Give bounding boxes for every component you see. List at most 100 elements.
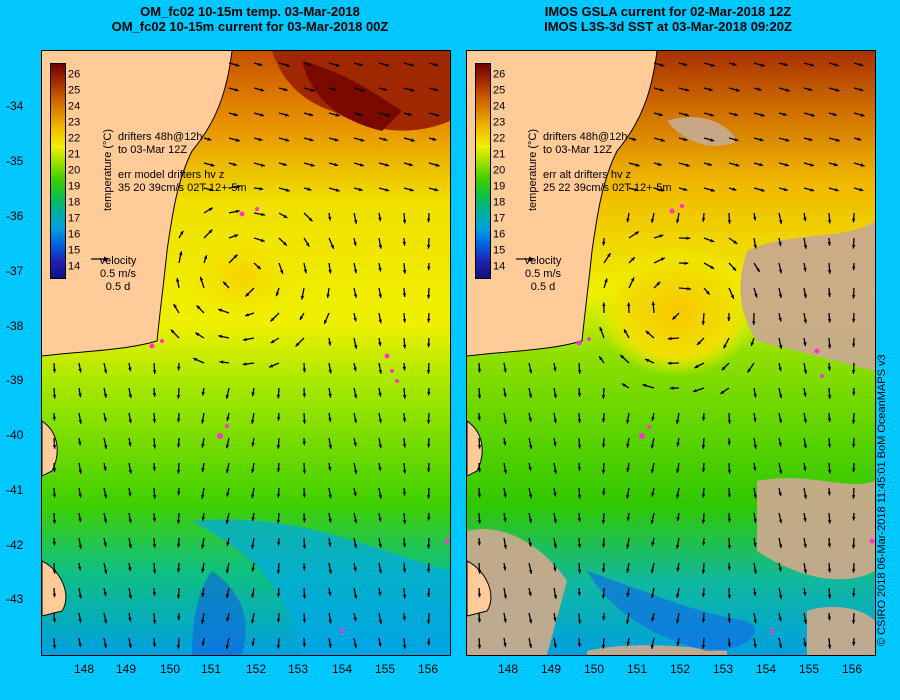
velocity-arrow-icon <box>516 256 534 262</box>
current-vector-head <box>402 594 407 599</box>
current-vector-head <box>784 163 789 167</box>
current-vector-head <box>778 242 782 246</box>
right-map[interactable]: 26 25 24 23 22 21 20 19 18 17 16 15 14 t… <box>466 50 876 656</box>
current-vector-head <box>753 644 757 648</box>
colorbar <box>475 63 491 279</box>
current-vector-head <box>285 138 290 142</box>
current-vector-head <box>256 265 261 270</box>
current-vector-head <box>503 618 507 623</box>
current-vector-head <box>753 542 757 547</box>
current-vector-head <box>602 616 606 621</box>
current-vector-head <box>427 593 431 597</box>
current-vector-head <box>353 294 358 298</box>
current-vector-head <box>402 270 407 274</box>
current-vector-head <box>402 568 407 573</box>
current-vector-head <box>827 395 832 399</box>
current-vector-head <box>735 88 740 92</box>
current-vector-head <box>170 329 175 334</box>
current-vector-head <box>52 368 57 373</box>
current-vector-head <box>250 544 255 549</box>
current-vector-head <box>193 358 198 362</box>
cb-tick: 16 <box>68 228 81 241</box>
current-vector-head <box>630 277 635 282</box>
current-vector-head <box>727 518 732 523</box>
cb-tick: 21 <box>493 148 506 161</box>
current-vector-head <box>225 519 230 524</box>
current-vector-head <box>604 278 608 283</box>
drifter-markers <box>149 207 450 633</box>
current-vector-head <box>651 417 655 421</box>
current-vector-head <box>270 317 275 322</box>
current-vector-head <box>852 266 856 271</box>
current-vector-head <box>226 417 230 421</box>
current-vector-head <box>756 268 760 272</box>
current-vector-head <box>650 569 655 574</box>
cb-tick: 19 <box>68 180 81 193</box>
current-vector-head <box>859 187 864 192</box>
current-vector-head <box>251 469 255 473</box>
current-vector-head <box>152 495 157 499</box>
current-vector-head <box>753 569 757 574</box>
current-vector-head <box>260 238 265 242</box>
y-label: -36 <box>6 209 24 223</box>
current-vector-head <box>727 419 732 424</box>
current-vector-head <box>302 594 307 599</box>
x-label: 151 <box>200 662 222 676</box>
current-vector-head <box>710 63 715 67</box>
left-map[interactable]: 26 25 24 23 22 21 20 19 18 17 16 15 14 t… <box>41 50 451 656</box>
current-vector-head <box>408 162 413 167</box>
cb-tick: 26 <box>493 68 506 81</box>
current-vector-head <box>208 229 213 234</box>
current-vector-head <box>503 643 507 647</box>
current-vector-head <box>258 62 263 66</box>
current-vector-head <box>632 137 637 141</box>
current-vector-head <box>601 568 606 573</box>
current-vector-head <box>626 419 630 424</box>
current-vector-head <box>778 567 782 572</box>
current-vector-head <box>251 594 255 598</box>
current-vector-head <box>658 112 663 117</box>
current-vector-head <box>642 383 647 388</box>
current-vector-head <box>201 593 205 597</box>
current-vector-head <box>672 315 677 320</box>
current-vector-head <box>827 219 832 224</box>
current-vector-head <box>852 391 856 396</box>
current-vector-head <box>410 88 415 92</box>
drifters-legend: drifters 48h@12h to 03-Mar 12Z <box>118 131 203 157</box>
current-vector-head <box>276 644 281 649</box>
current-vector-head <box>128 544 132 549</box>
current-vector-head <box>710 138 715 142</box>
current-vector-head <box>426 620 431 624</box>
current-vector-head <box>152 419 157 423</box>
current-vector-head <box>528 592 532 596</box>
cb-tick: 17 <box>68 212 81 225</box>
current-vector-head <box>650 644 655 649</box>
credit-text: © CSIRO 2018 06-Mar-2018 11:45:01 BoM Oc… <box>876 354 888 646</box>
current-vector-head <box>701 321 706 325</box>
current-vector-head <box>434 88 439 92</box>
current-vector-head <box>276 570 281 574</box>
current-vector-head <box>528 619 533 624</box>
current-vector-head <box>778 344 783 349</box>
current-vector-head <box>324 320 328 324</box>
current-vector-head <box>78 594 82 599</box>
current-vector-head <box>334 138 339 142</box>
current-vector-head <box>753 444 757 449</box>
current-vector-head <box>803 444 807 449</box>
current-vector-head <box>383 87 388 91</box>
y-label: -40 <box>6 428 24 442</box>
current-vector-head <box>103 444 108 449</box>
current-vector-head <box>284 113 289 117</box>
current-vector-head <box>328 369 332 374</box>
current-vector-head <box>693 389 697 393</box>
current-vector-head <box>176 568 181 573</box>
current-vector-head <box>803 544 807 548</box>
current-vector-head <box>52 416 56 421</box>
current-vector-head <box>402 520 407 524</box>
current-vector-head <box>103 393 108 398</box>
current-vector-head <box>667 336 672 341</box>
current-vector-head <box>553 492 557 497</box>
current-vector-head <box>803 419 807 423</box>
current-vector-head <box>78 618 82 623</box>
current-vector-head <box>669 386 674 390</box>
